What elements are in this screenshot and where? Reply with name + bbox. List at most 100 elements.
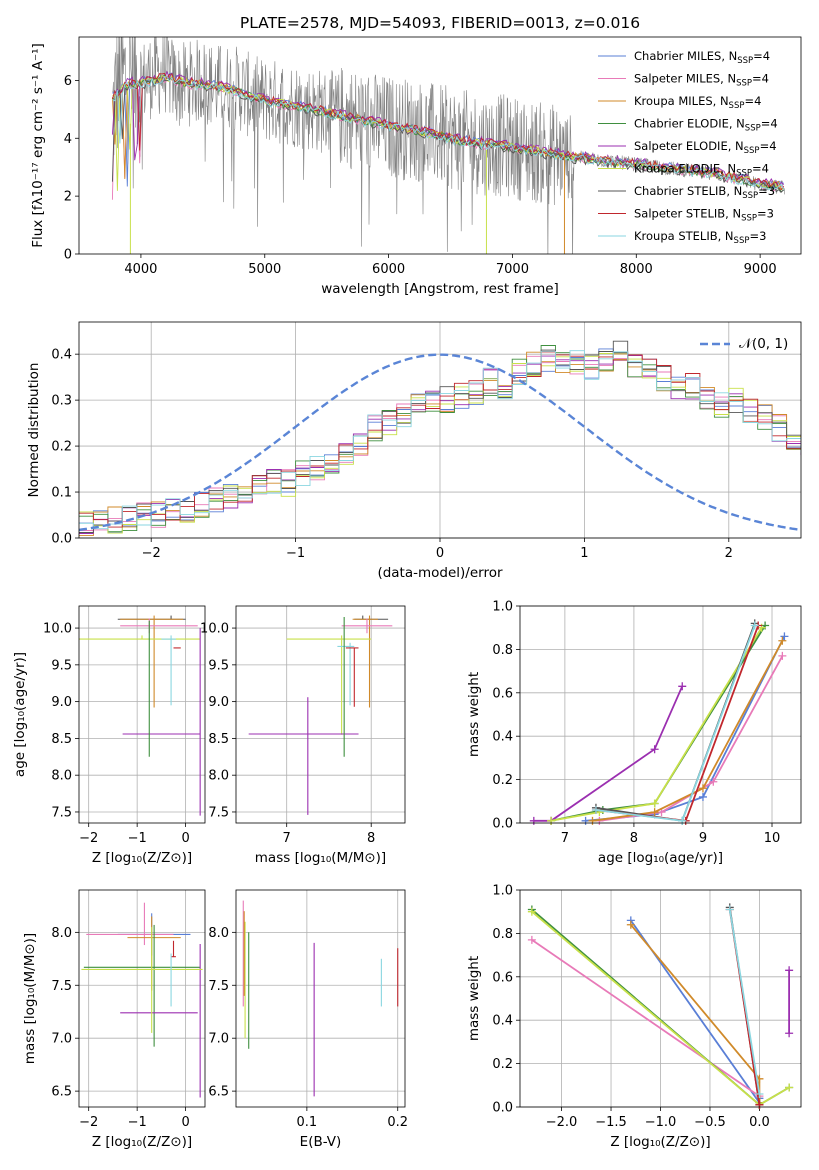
spectrum-frame xyxy=(78,36,802,255)
age-vs-Z-ytick-label: 9.0 xyxy=(51,695,72,710)
residual-histogram xyxy=(79,351,801,528)
age-vs-Z-ytick-label: 8.5 xyxy=(51,732,72,747)
mass-vs-EBV-xtick-label: 0.1 xyxy=(297,1115,318,1130)
legend-label-tail: =4 xyxy=(752,162,769,176)
spectrum-xtick-label: 4000 xyxy=(124,262,157,277)
legend-label-sub: SSP xyxy=(734,236,750,246)
age-vs-mass-grid xyxy=(236,606,405,823)
mass-vs-Z-xlabel: Z [log₁₀(Z/Z⊙)] xyxy=(92,1134,192,1150)
spectrum-model-line xyxy=(111,74,784,190)
spectrum-ytick-label: 2 xyxy=(64,190,72,205)
age-vs-Z-xtick-label: −2 xyxy=(79,831,98,846)
mass-vs-Z-ytick-label: 7.5 xyxy=(51,979,72,994)
legend-label-text: Kroupa ELODIE, N xyxy=(634,162,736,176)
weight-vs-age-point-marker xyxy=(750,621,759,630)
legend-label: Chabrier MILES, NSSP=4 xyxy=(634,49,770,66)
residuals-panel: −2 −1 0 1 2 0.0 0.1 0.2 0.3 0.4 (data-model)/error… xyxy=(26,321,802,581)
weight-vs-Z-frame xyxy=(519,889,802,1108)
mass-vs-EBV-xtick-label: 0.2 xyxy=(387,1115,408,1130)
weight-vs-age-point-marker xyxy=(588,816,597,825)
mass-vs-EBV-ytick-label: 6.5 xyxy=(208,1085,229,1100)
mass-vs-Z-ytick-label: 8.0 xyxy=(51,926,72,941)
residuals-frame xyxy=(78,321,802,539)
legend-label-tail: =3 xyxy=(757,207,774,221)
residuals-xtick-label: 0 xyxy=(436,546,444,561)
weight-vs-Z-point-marker xyxy=(527,907,536,916)
spectrum-ytick-label: 4 xyxy=(64,132,72,147)
mass-vs-Z-xtick-label: −2 xyxy=(79,1115,98,1130)
residuals-xtick-label: −2 xyxy=(142,546,161,561)
age-vs-mass-ytick-label: 9.0 xyxy=(208,695,229,710)
weight-vs-Z-ytick-label: 0.0 xyxy=(492,1101,513,1116)
weight-vs-Z-xtick-label: −1.0 xyxy=(645,1115,677,1130)
age-vs-Z-panel: −2 −1 0 7.5 8.0 8.5 9.0 9.5 10.0 Z [log₁₀(Z/Z⊙)] a… xyxy=(12,605,206,866)
weight-vs-age-point-marker xyxy=(678,682,687,691)
legend-label-text: Chabrier ELODIE, N xyxy=(634,117,745,131)
weight-vs-age-point-marker xyxy=(581,816,590,825)
weight-vs-age-point-marker xyxy=(529,816,538,825)
legend-label-sub: SSP xyxy=(741,214,757,224)
mass-vs-EBV-xlabel: E(B-V) xyxy=(300,1134,342,1150)
weight-vs-age-point-marker xyxy=(678,816,687,825)
spectrum-ytick-label: 6 xyxy=(64,74,72,89)
weight-vs-age-panel: 7 8 9 10 0.0 0.2 0.4 0.6 0.8 1.0 age [log₁₀(age/yr… xyxy=(466,600,802,866)
legend-label-tail: =4 xyxy=(752,72,769,86)
weight-vs-age-ylabel: mass weight xyxy=(466,672,482,757)
spectrum-model-line xyxy=(112,76,785,191)
spectrum-xtick-label: 8000 xyxy=(620,262,653,277)
weight-vs-age-xtick-label: 10 xyxy=(764,831,781,846)
weight-vs-age-ytick-label: 1.0 xyxy=(492,600,513,615)
legend-label-text: Salpeter ELODIE, N xyxy=(634,139,744,153)
age-vs-mass-frame xyxy=(235,605,406,824)
weight-vs-Z-point-marker xyxy=(785,1029,794,1038)
residual-histogram xyxy=(79,340,801,533)
age-vs-mass-xlabel: mass [log₁₀(M/M⊙)] xyxy=(255,850,386,866)
weight-vs-Z-ytick-label: 0.2 xyxy=(492,1057,513,1072)
age-vs-Z-xlabel: Z [log₁₀(Z/Z⊙)] xyxy=(92,850,192,866)
weight-vs-Z-series-line xyxy=(531,939,761,1103)
legend-label-tail: =4 xyxy=(760,139,777,153)
legend-label: Kroupa STELIB, NSSP=3 xyxy=(634,229,766,246)
weight-vs-Z-ytick-label: 0.8 xyxy=(492,927,513,942)
weight-vs-Z-point-marker xyxy=(785,1083,794,1092)
weight-vs-age-ytick-label: 0.6 xyxy=(492,686,513,701)
residuals-xtick-label: −1 xyxy=(286,546,305,561)
weight-vs-age-point-marker xyxy=(780,632,789,641)
weight-vs-age-ytick-label: 0.8 xyxy=(492,643,513,658)
legend-label-tail: =3 xyxy=(749,229,766,243)
legend-label-text: Kroupa STELIB, N xyxy=(634,229,734,243)
mass-vs-Z-xtick-label: −1 xyxy=(128,1115,147,1130)
age-vs-mass-ytick-label: 7.5 xyxy=(208,805,229,820)
legend-label-text: Kroupa MILES, N xyxy=(634,94,729,108)
mass-vs-EBV-grid xyxy=(236,890,405,1107)
weight-vs-age-series-line xyxy=(595,623,756,822)
spectrum-xtick-label: 7000 xyxy=(496,262,529,277)
weight-vs-Z-xtick-label: −1.5 xyxy=(595,1115,627,1130)
legend-label-sub: SSP xyxy=(742,191,758,201)
weight-vs-age-point-marker xyxy=(650,799,659,808)
mass-vs-EBV-ytick-label: 7.5 xyxy=(208,979,229,994)
age-vs-Z-frame xyxy=(78,605,206,824)
mass-vs-Z-frame xyxy=(78,889,206,1108)
weight-vs-age-frame xyxy=(519,605,802,824)
normal-legend-label: 𝒩(0, 1) xyxy=(739,336,788,352)
mass-vs-Z-ylabel: mass [log₁₀(M/M⊙)] xyxy=(22,933,38,1064)
weight-vs-age-series-line xyxy=(533,685,684,822)
legend-label-tail: =4 xyxy=(744,94,761,108)
age-vs-Z-xtick-label: 0 xyxy=(181,831,189,846)
spectrum-model-line xyxy=(111,72,785,191)
residual-histogram xyxy=(79,350,801,530)
mass-vs-Z-xtick-label: 0 xyxy=(181,1115,189,1130)
residuals-ytick-label: 0.3 xyxy=(51,394,72,409)
legend-label-tail: =4 xyxy=(761,117,778,131)
legend-label: Chabrier STELIB, NSSP=3 xyxy=(634,184,775,201)
age-vs-Z-ytick-label: 8.0 xyxy=(51,769,72,784)
weight-vs-age-xtick-label: 8 xyxy=(630,831,638,846)
weight-vs-age-xlabel: age [log₁₀(age/yr)] xyxy=(598,850,723,866)
weight-vs-age-point-marker xyxy=(547,816,556,825)
weight-vs-Z-xtick-label: −0.5 xyxy=(694,1115,726,1130)
age-vs-mass-ytick-label: 8.5 xyxy=(208,732,229,747)
weight-vs-Z-xtick-label: 0.0 xyxy=(749,1115,770,1130)
weight-vs-age-series-line xyxy=(595,625,760,822)
legend-label-text: Salpeter MILES, N xyxy=(634,72,736,86)
